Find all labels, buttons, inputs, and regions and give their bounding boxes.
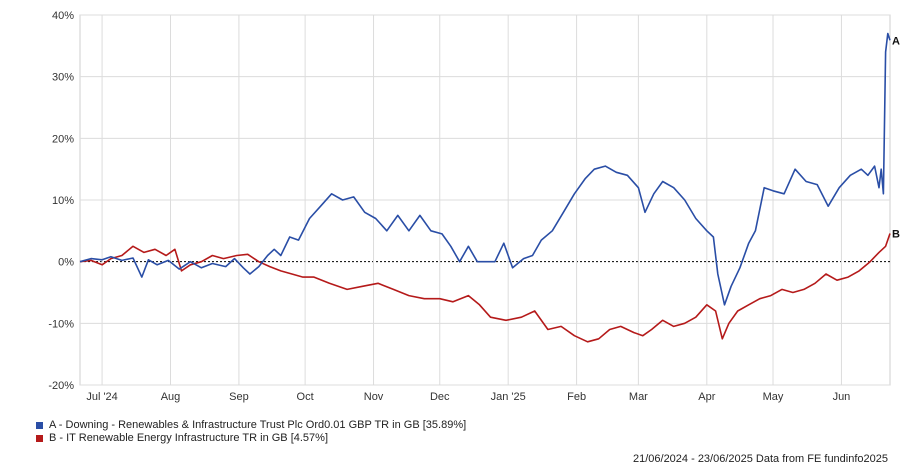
y-tick-label: 20% [52, 133, 74, 145]
x-tick-label: Jan '25 [491, 391, 526, 403]
series-end-label-b: B [892, 228, 900, 240]
y-tick-label: -10% [48, 318, 74, 330]
y-tick-label: 30% [52, 72, 74, 84]
y-tick-label: 10% [52, 195, 74, 207]
x-tick-label: Oct [297, 391, 314, 403]
legend: A - Downing - Renewables & Infrastructur… [36, 419, 466, 445]
x-tick-label: Aug [161, 391, 181, 403]
x-tick-label: Mar [629, 391, 648, 403]
x-tick-label: Apr [698, 391, 715, 403]
legend-item-a: A - Downing - Renewables & Infrastructur… [36, 419, 466, 432]
footer-source: 21/06/2024 - 23/06/2025 Data from FE fun… [632, 453, 888, 465]
x-tick-label: Sep [229, 391, 249, 403]
y-tick-label: -20% [48, 380, 74, 392]
y-tick-label: 0% [58, 257, 74, 269]
legend-swatch-a [36, 422, 43, 429]
x-tick-label: Nov [364, 391, 384, 403]
x-axis-labels: Jul '24 Aug Sep Oct Nov Dec Jan '25 Feb Mar Apr Ma… [86, 391, 850, 403]
y-axis-labels: -20% -10% 0% 10% 20% 30% 40% [48, 10, 74, 392]
y-tick-label: 40% [52, 10, 74, 22]
series-end-labels: AB [892, 35, 900, 240]
legend-swatch-b [36, 435, 43, 442]
series-end-label-a: A [892, 35, 900, 47]
x-tick-label: May [763, 391, 784, 403]
series-line-a [79, 32, 891, 306]
line-chart: -20% -10% 0% 10% 20% 30% 40% Jul '24 Aug Sep Oct N… [48, 10, 900, 403]
x-tick-label: Jun [833, 391, 851, 403]
legend-item-b: B - IT Renewable Energy Infrastructure T… [36, 432, 466, 445]
series-line-b [79, 233, 891, 343]
legend-label-b: B - IT Renewable Energy Infrastructure T… [49, 432, 328, 444]
x-tick-label: Jul '24 [86, 391, 117, 403]
x-tick-label: Feb [567, 391, 586, 403]
series-lines [79, 32, 891, 343]
legend-label-a: A - Downing - Renewables & Infrastructur… [49, 419, 467, 431]
grid-lines [79, 14, 891, 386]
x-tick-label: Dec [430, 391, 450, 403]
